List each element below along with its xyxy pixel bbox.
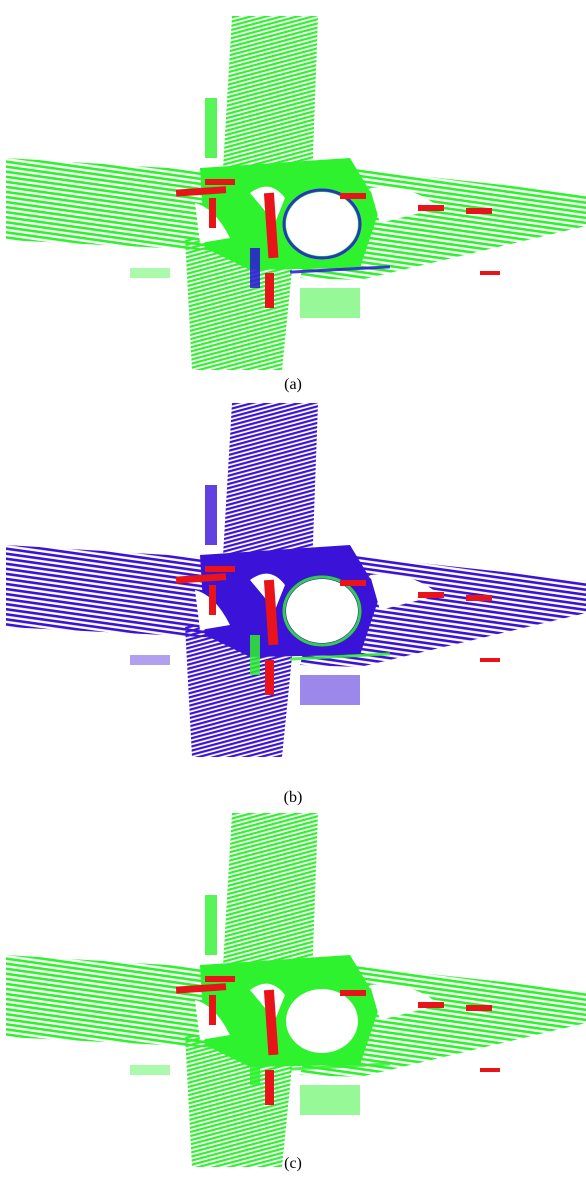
caption: (c) [284, 1155, 302, 1172]
caption: (b) [284, 789, 303, 806]
page: (a) (b) (c) (() => { const data = JSON.p… [0, 0, 586, 1179]
point-cloud-image [6, 813, 586, 1167]
figure: (a) (b) (c) [0, 0, 586, 1179]
point-cloud-image [6, 403, 586, 757]
caption: (a) [284, 376, 302, 393]
point-cloud-image [6, 16, 586, 370]
